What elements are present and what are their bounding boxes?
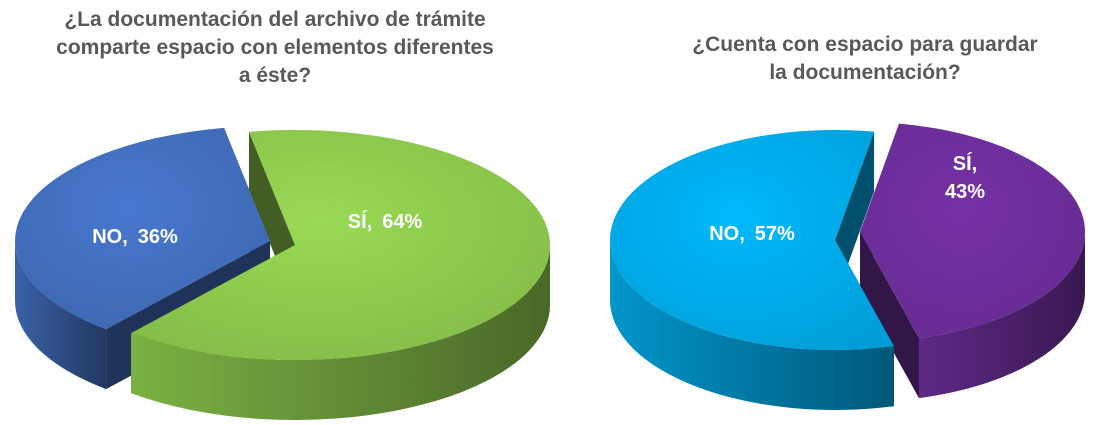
pie-slice-side <box>15 241 107 390</box>
data-label: 64% <box>382 211 422 233</box>
pie-slice-side <box>131 245 550 420</box>
data-label-category: NO, <box>92 226 128 248</box>
data-label-group: NO, 36% <box>92 226 178 248</box>
chart-title: ¿La documentación del archivo de trámite… <box>56 8 494 87</box>
data-label-category: SÍ, <box>348 210 372 233</box>
pie-slice-side <box>609 240 894 410</box>
pie-slice-side <box>918 232 1085 399</box>
data-label-category: SÍ, <box>953 152 977 175</box>
data-label: 57% <box>755 223 795 245</box>
pie-slice-wall <box>860 232 919 399</box>
pie-slice <box>15 127 270 330</box>
data-label-group: SÍ, 64% <box>348 210 423 233</box>
data-label: 36% <box>138 226 178 248</box>
chart-title: ¿Cuenta con espacio para guardar la docu… <box>692 33 1038 84</box>
data-label-category: NO, <box>709 223 745 245</box>
data-label: 43% <box>945 181 985 203</box>
pie-slice <box>610 129 894 350</box>
pie-slice <box>860 123 1086 339</box>
data-label-group: NO, 57% <box>709 223 795 245</box>
pie-slice <box>131 130 551 360</box>
